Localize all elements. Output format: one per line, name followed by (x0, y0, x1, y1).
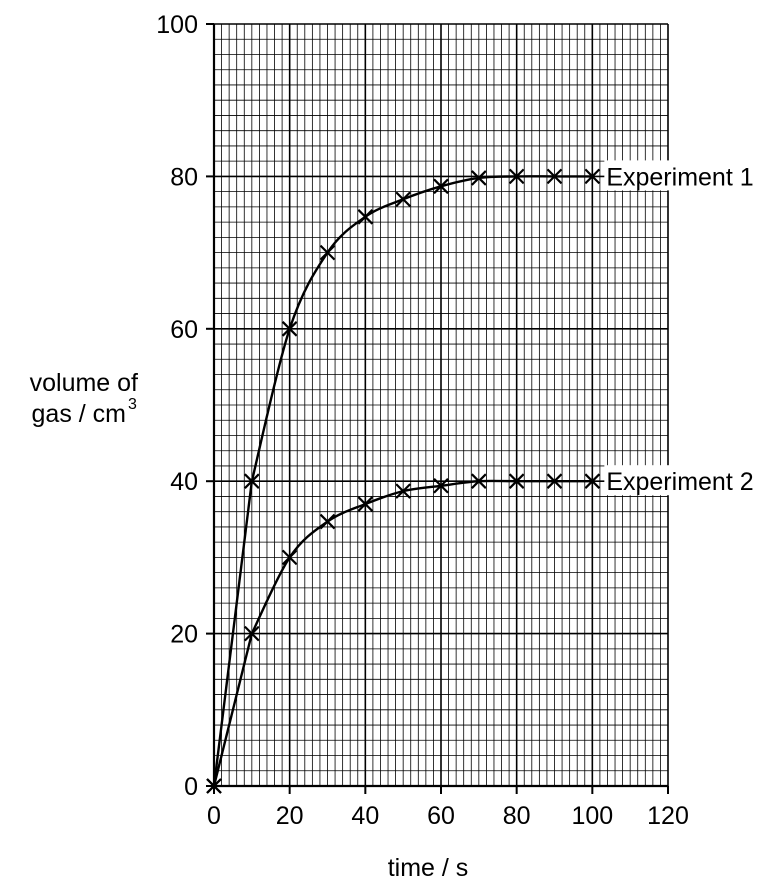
y-tick-label: 0 (184, 773, 198, 801)
series-1-label: Experiment 1 (606, 163, 753, 191)
series-2-point (433, 477, 449, 494)
x-tick-label: 0 (207, 802, 221, 830)
series-2-segment-start (212, 633, 253, 787)
series-2-point (206, 778, 222, 794)
series-2-point (319, 513, 336, 530)
x-tick-label: 40 (351, 802, 379, 830)
series-2-point (395, 483, 411, 499)
series-1-point (319, 244, 336, 261)
series-2-point (546, 473, 563, 489)
grid (213, 23, 669, 787)
y-axis-label-superscript: 3 (128, 396, 137, 413)
series-1-label-bg (604, 160, 783, 191)
x-tick-label: 60 (427, 802, 455, 830)
series-1-point (433, 178, 449, 195)
series-1-point (584, 168, 601, 185)
x-tick-label: 120 (647, 802, 689, 830)
series-1-point (357, 209, 374, 225)
series-1-point (471, 170, 487, 186)
series-2-line (250, 479, 593, 635)
series-1-point (281, 321, 298, 337)
x-tick-label: 80 (503, 802, 531, 830)
y-axis-label-line-2: gas / cm (32, 400, 126, 428)
series-2-point (357, 496, 374, 512)
y-tick-label: 20 (170, 621, 198, 649)
y-tick-label: 40 (170, 468, 198, 496)
y-axis-label-line-1: volume of (30, 369, 138, 397)
series-2-point (244, 625, 260, 642)
series-layer (206, 168, 601, 794)
x-axis-label: time / s (388, 854, 469, 882)
y-tick-label: 80 (170, 163, 198, 191)
series-1-segment-start (212, 481, 254, 787)
y-tick-label: 60 (170, 316, 198, 344)
label-layer: time / s volume of gas / cm 3 Experiment 1 Ex… (30, 160, 783, 882)
series-2-point (508, 473, 525, 489)
series-2-label: Experiment 2 (606, 468, 753, 496)
series-2-label-bg (604, 465, 783, 496)
series-2-point (584, 473, 601, 489)
x-tick-label: 20 (276, 802, 304, 830)
series-2-point (471, 473, 487, 489)
axes: 0 20 40 60 80 100 120 0 20 40 60 80 100 (156, 11, 689, 830)
y-tick-label: 100 (156, 11, 198, 39)
series-2-point (281, 549, 298, 566)
x-tick-label: 100 (571, 802, 613, 830)
series-1-point (244, 473, 260, 489)
series-1-point (546, 168, 563, 185)
series-1-point (395, 191, 411, 208)
series-1-point (508, 168, 525, 185)
